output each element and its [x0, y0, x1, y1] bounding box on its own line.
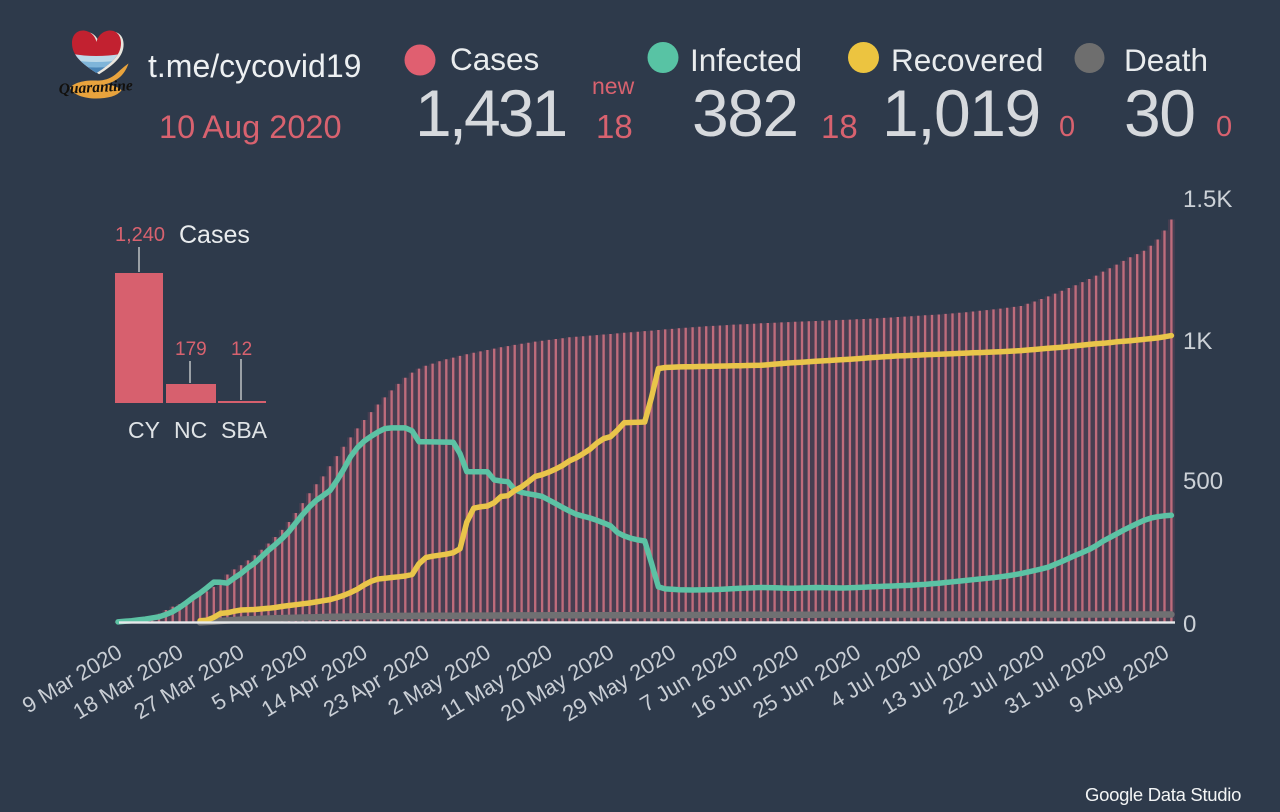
svg-text:Quarantine: Quarantine — [58, 77, 133, 98]
